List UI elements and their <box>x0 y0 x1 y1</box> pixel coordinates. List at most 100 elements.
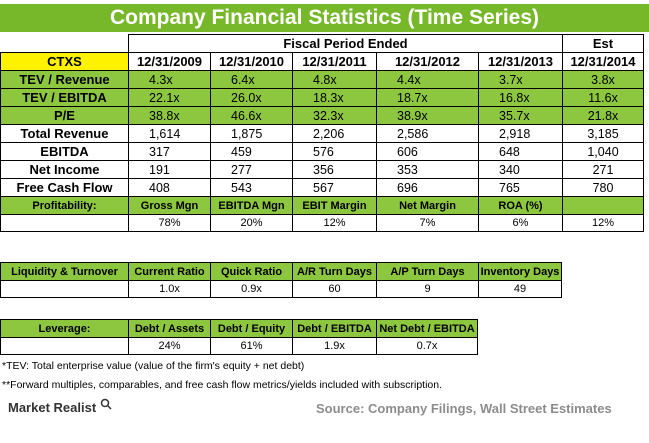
period-header: 12/31/2009 <box>128 52 210 70</box>
source-credit: Source: Company Filings, Wall Street Est… <box>316 401 612 416</box>
liquidity-value: 49 <box>478 280 562 298</box>
metric-label: Total Revenue <box>0 124 128 142</box>
liquidity-value: 0.9x <box>210 280 292 298</box>
metric-value: 35.7x <box>478 106 562 124</box>
profitability-header: Gross Mgn <box>128 196 210 214</box>
metric-label: TEV / Revenue <box>0 70 128 88</box>
metric-value: 11.6x <box>562 88 644 106</box>
liquidity-blank <box>0 280 128 298</box>
metric-value: 543 <box>210 178 292 196</box>
leverage-value: 1.9x <box>292 337 376 355</box>
ticker-label: CTXS <box>0 52 128 70</box>
period-header: 12/31/2010 <box>210 52 292 70</box>
profitability-header: ROA (%) <box>478 196 562 214</box>
profitability-value: 78% <box>128 214 210 232</box>
metric-value: 356 <box>292 160 376 178</box>
liquidity-header: Quick Ratio <box>210 262 292 280</box>
footnote: *TEV: Total enterprise value (value of t… <box>2 360 305 372</box>
metric-value: 3.8x <box>562 70 644 88</box>
metric-label: P/E <box>0 106 128 124</box>
metric-label: EBITDA <box>0 142 128 160</box>
metric-value: 277 <box>210 160 292 178</box>
metric-value: 606 <box>376 142 478 160</box>
brand-logo: Market Realist <box>8 400 97 415</box>
metric-value: 2,206 <box>292 124 376 142</box>
profitability-header <box>562 196 644 214</box>
leverage-blank <box>0 337 128 355</box>
metric-value: 2,918 <box>478 124 562 142</box>
profitability-label: Profitability: <box>0 196 128 214</box>
metric-value: 340 <box>478 160 562 178</box>
metric-value: 353 <box>376 160 478 178</box>
metric-value: 4.8x <box>292 70 376 88</box>
metric-value: 22.1x <box>128 88 210 106</box>
metric-value: 567 <box>292 178 376 196</box>
metric-value: 32.3x <box>292 106 376 124</box>
page-title: Company Financial Statistics (Time Serie… <box>0 4 649 32</box>
metric-value: 38.8x <box>128 106 210 124</box>
metric-value: 459 <box>210 142 292 160</box>
metric-value: 18.7x <box>376 88 478 106</box>
metric-value: 1,040 <box>562 142 644 160</box>
period-header: 12/31/2012 <box>376 52 478 70</box>
metric-value: 2,586 <box>376 124 478 142</box>
leverage-value: 24% <box>128 337 210 355</box>
metric-value: 4.4x <box>376 70 478 88</box>
metric-value: 317 <box>128 142 210 160</box>
metric-value: 576 <box>292 142 376 160</box>
liquidity-header: Current Ratio <box>128 262 210 280</box>
profitability-value: 7% <box>376 214 478 232</box>
period-header: 12/31/2011 <box>292 52 376 70</box>
leverage-header: Debt / Assets <box>128 319 210 337</box>
profitability-blank <box>0 214 128 232</box>
metric-value: 191 <box>128 160 210 178</box>
metric-value: 3,185 <box>562 124 644 142</box>
magnifier-icon <box>100 398 112 410</box>
metric-value: 21.8x <box>562 106 644 124</box>
metric-value: 46.6x <box>210 106 292 124</box>
profitability-value: 12% <box>292 214 376 232</box>
metric-label: TEV / EBITDA <box>0 88 128 106</box>
liquidity-header: A/P Turn Days <box>376 262 478 280</box>
metric-value: 408 <box>128 178 210 196</box>
liquidity-value: 60 <box>292 280 376 298</box>
metric-label: Free Cash Flow <box>0 178 128 196</box>
leverage-header: Debt / EBITDA <box>292 319 376 337</box>
profitability-header: EBITDA Mgn <box>210 196 292 214</box>
liquidity-label: Liquidity & Turnover <box>0 262 128 280</box>
profitability-header: Net Margin <box>376 196 478 214</box>
metric-value: 1,875 <box>210 124 292 142</box>
leverage-header: Net Debt / EBITDA <box>376 319 478 337</box>
leverage-header: Debt / Equity <box>210 319 292 337</box>
leverage-label: Leverage: <box>0 319 128 337</box>
metric-value: 16.8x <box>478 88 562 106</box>
fiscal-period-header: Fiscal Period Ended <box>128 34 562 52</box>
metric-value: 18.3x <box>292 88 376 106</box>
footnote: **Forward multiples, comparables, and fr… <box>2 379 443 391</box>
leverage-value: 0.7x <box>376 337 478 355</box>
liquidity-value: 1.0x <box>128 280 210 298</box>
period-header: 12/31/2013 <box>478 52 562 70</box>
metric-value: 26.0x <box>210 88 292 106</box>
metric-value: 765 <box>478 178 562 196</box>
estimate-header: Est <box>562 34 644 52</box>
profitability-value: 20% <box>210 214 292 232</box>
liquidity-value: 9 <box>376 280 478 298</box>
metric-value: 648 <box>478 142 562 160</box>
period-header: 12/31/2014 <box>562 52 644 70</box>
metric-value: 6.4x <box>210 70 292 88</box>
metric-value: 271 <box>562 160 644 178</box>
metric-value: 696 <box>376 178 478 196</box>
metric-value: 1,614 <box>128 124 210 142</box>
leverage-value: 61% <box>210 337 292 355</box>
metric-value: 38.9x <box>376 106 478 124</box>
metric-value: 780 <box>562 178 644 196</box>
profitability-header: EBIT Margin <box>292 196 376 214</box>
profitability-value: 6% <box>478 214 562 232</box>
metric-value: 4.3x <box>128 70 210 88</box>
liquidity-header: Inventory Days <box>478 262 562 280</box>
profitability-value: 12% <box>562 214 644 232</box>
liquidity-header: A/R Turn Days <box>292 262 376 280</box>
metric-value: 3.7x <box>478 70 562 88</box>
